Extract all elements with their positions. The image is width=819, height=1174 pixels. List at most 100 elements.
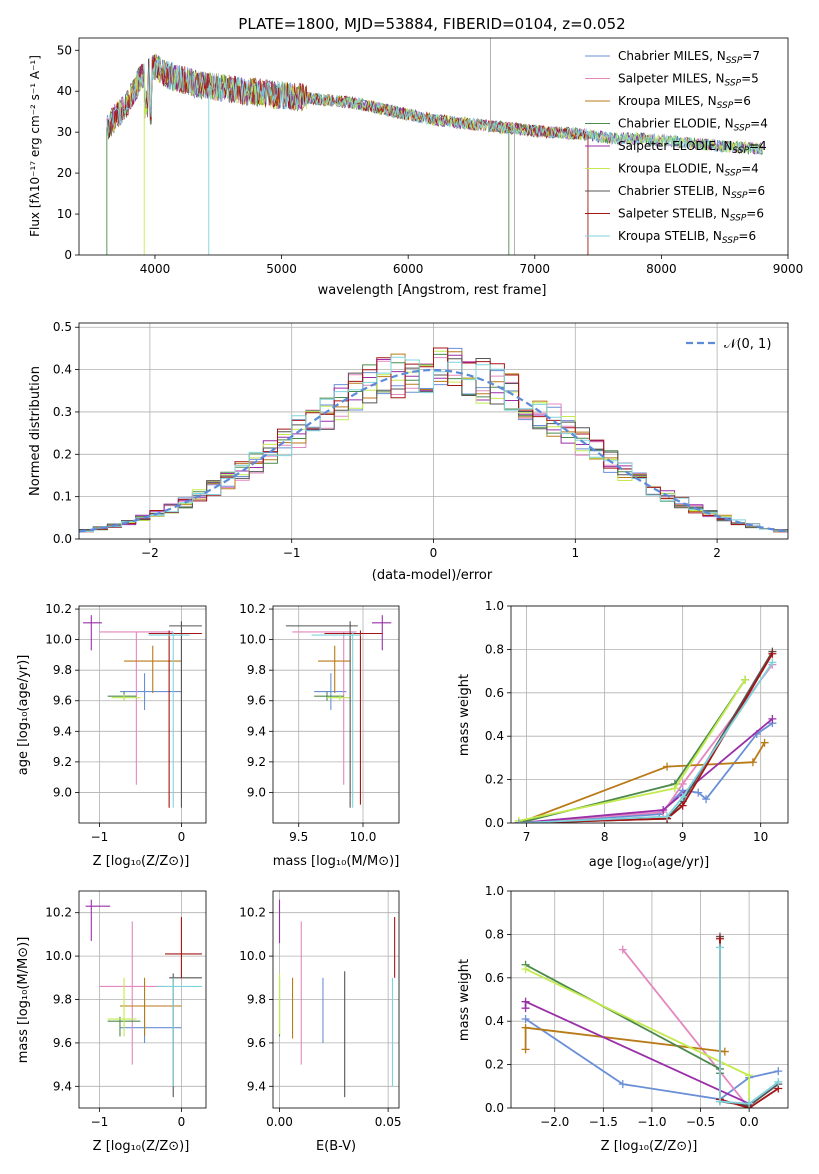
mw-age-series-8 xyxy=(518,661,774,823)
mw-age-point-0-3 xyxy=(694,788,703,797)
mass-ebv-xtick-label-0: 0.00 xyxy=(266,1115,293,1129)
residuals-ytick-label-1: 0.1 xyxy=(53,490,72,504)
spectrum-xlabel: wavelength [Angstrom, rest frame] xyxy=(318,283,547,298)
mw-z-ylabel: mass weight xyxy=(457,959,472,1041)
age-z-xtick-label-0: −1 xyxy=(91,830,109,844)
residuals-panel: −2 −1 0 1 2 0.0 0.1 0.2 0.3 0.4 0.5 𝒩(0, 1) xyxy=(53,320,789,560)
mw-age-ytick-label-3: 0.6 xyxy=(485,686,504,700)
spectrum-legend-label-0: Chabrier MILES, NSSP=7 xyxy=(618,49,760,66)
mw-age-series-3 xyxy=(518,679,746,823)
mw-z-xlabel: Z [log₁₀(Z/Z⊙)] xyxy=(601,1139,698,1154)
mw-age-series-2 xyxy=(518,742,766,823)
mass-z-ylabel: mass [log₁₀(M/M⊙)] xyxy=(16,937,31,1064)
mw-z-xtick-label-2: −1.0 xyxy=(637,1115,666,1129)
spectrum-ytick-label-1: 10 xyxy=(57,207,72,221)
normal-curve xyxy=(79,368,788,533)
mw-age-point-5-1 xyxy=(670,784,679,793)
age-mass-ytick-label-0: 9.0 xyxy=(247,785,266,799)
spectrum-panel: 4000 5000 6000 7000 8000 9000 0 10 20 30 40 50 Chabr… xyxy=(57,37,803,276)
spectrum-legend-label-6: Chabrier STELIB, NSSP=6 xyxy=(618,184,765,201)
mw-age-point-0-4 xyxy=(702,795,711,804)
spectrum-xtick-label-1: 5000 xyxy=(266,262,297,276)
mw-age-ytick-label-1: 0.2 xyxy=(485,773,504,787)
spectrum-ytick-label-3: 30 xyxy=(57,125,72,139)
spectrum-ytick-label-5: 50 xyxy=(57,43,72,57)
mass-ebv-ytick-label-0: 9.4 xyxy=(247,1079,266,1093)
mw-z-ytick-label-4: 0.8 xyxy=(485,927,504,941)
mass-z-ytick-label-2: 9.8 xyxy=(53,993,72,1007)
mw-z-ytick-label-2: 0.4 xyxy=(485,1014,504,1028)
spectrum-legend-label-7: Salpeter STELIB, NSSP=6 xyxy=(618,207,764,224)
mw-z-xtick-label-1: −1.5 xyxy=(589,1115,618,1129)
mw-z-point-0-1 xyxy=(618,1080,627,1089)
mw-z-xtick-label-3: −0.5 xyxy=(686,1115,715,1129)
age-vs-mass-panel: 9.5 10.0 9.0 9.2 9.4 9.6 9.8 10.0 10.2 xyxy=(239,602,400,844)
age-mass-ytick-label-3: 9.6 xyxy=(247,694,266,708)
residuals-ytick-label-3: 0.3 xyxy=(53,405,72,419)
mw-age-frame xyxy=(510,605,789,824)
spectrum-legend-label-4: Salpeter ELODIE, NSSP=4 xyxy=(618,139,767,156)
age-mass-xtick-label-1: 10.0 xyxy=(350,830,377,844)
mass-ebv-xlabel: E(B-V) xyxy=(316,1139,356,1154)
mw-age-point-2-2 xyxy=(748,758,757,767)
mw-z-ytick-label-5: 1.0 xyxy=(485,884,504,898)
residuals-xtick-label-3: 1 xyxy=(571,546,579,560)
age-z-ytick-label-2: 9.4 xyxy=(53,724,72,738)
mw-age-point-4-2 xyxy=(768,714,777,723)
residuals-xlabel: (data-model)/error xyxy=(372,568,493,583)
spectrum-legend-label-1: Salpeter MILES, NSSP=5 xyxy=(618,72,759,89)
mw-z-series-4 xyxy=(524,1000,750,1105)
mass-z-ytick-label-3: 10.0 xyxy=(45,949,72,963)
mw-age-series-4 xyxy=(518,718,773,823)
age-mass-xtick-label-0: 9.5 xyxy=(289,830,308,844)
mw-age-series-7 xyxy=(518,653,774,823)
residuals-frame xyxy=(78,322,789,540)
mw-z-point-8-3 xyxy=(774,1077,783,1086)
age-z-ytick-label-3: 9.6 xyxy=(53,694,72,708)
residuals-xtick-label-4: 2 xyxy=(713,546,721,560)
mass-ebv-xtick-label-1: 0.05 xyxy=(375,1115,402,1129)
mass-z-ytick-label-1: 9.6 xyxy=(53,1036,72,1050)
mw-age-ylabel: mass weight xyxy=(457,674,472,756)
age-z-ytick-label-6: 10.2 xyxy=(45,602,72,616)
mw-age-xtick-label-1: 8 xyxy=(601,830,609,844)
mw-z-point-2-2 xyxy=(720,1047,729,1056)
spectrum-ytick-label-2: 20 xyxy=(57,166,72,180)
mw-z-point-8-1 xyxy=(715,1097,724,1106)
spectrum-xtick-label-3: 7000 xyxy=(520,262,551,276)
mw-z-xtick-label-0: −2.0 xyxy=(540,1115,569,1129)
mw-z-point-7-0 xyxy=(715,934,724,943)
mass-z-ytick-label-4: 10.2 xyxy=(45,906,72,920)
mw-age-xtick-label-0: 7 xyxy=(523,830,531,844)
mw-z-series-8 xyxy=(719,947,779,1105)
mass-ebv-frame xyxy=(272,890,400,1109)
mw-z-point-1-0 xyxy=(618,945,627,954)
mass-z-xtick-label-0: −1 xyxy=(91,1115,109,1129)
residuals-legend-label: 𝒩(0, 1) xyxy=(724,337,771,352)
mass-z-frame xyxy=(78,890,207,1109)
age-mass-ytick-label-4: 9.8 xyxy=(247,663,266,677)
spectrum-xtick-label-0: 4000 xyxy=(140,262,171,276)
spectrum-xtick-label-4: 8000 xyxy=(646,262,677,276)
age-z-ytick-label-4: 9.8 xyxy=(53,663,72,677)
age-z-ytick-label-1: 9.2 xyxy=(53,755,72,769)
spectrum-series-8 xyxy=(106,57,763,156)
spectrum-title: PLATE=1800, MJD=53884, FIBERID=0104, z=0… xyxy=(238,15,625,33)
mw-z-point-2-1 xyxy=(521,1023,530,1032)
mass-ebv-ytick-label-1: 9.6 xyxy=(247,1036,266,1050)
mw-z-point-0-4 xyxy=(774,1067,783,1076)
spectrum-frame xyxy=(78,37,789,256)
age-mass-xlabel: mass [log₁₀(M/M⊙)] xyxy=(273,854,400,869)
age-z-ytick-label-0: 9.0 xyxy=(53,785,72,799)
mw-age-point-7-2 xyxy=(678,801,687,810)
age-z-xlabel: Z [log₁₀(Z/Z⊙)] xyxy=(93,854,190,869)
age-z-frame xyxy=(78,605,207,824)
mw-z-ytick-label-0: 0.0 xyxy=(485,1101,504,1115)
mass-vs-ebv-panel: 0.00 0.05 9.4 9.6 9.8 10.0 10.2 xyxy=(239,890,402,1129)
mw-age-ytick-label-5: 1.0 xyxy=(485,599,504,613)
mw-z-series-1 xyxy=(622,949,750,1108)
age-mass-ytick-label-5: 10.0 xyxy=(239,633,266,647)
mw-age-series-5 xyxy=(518,679,746,822)
mw-age-point-8-1 xyxy=(663,812,672,821)
